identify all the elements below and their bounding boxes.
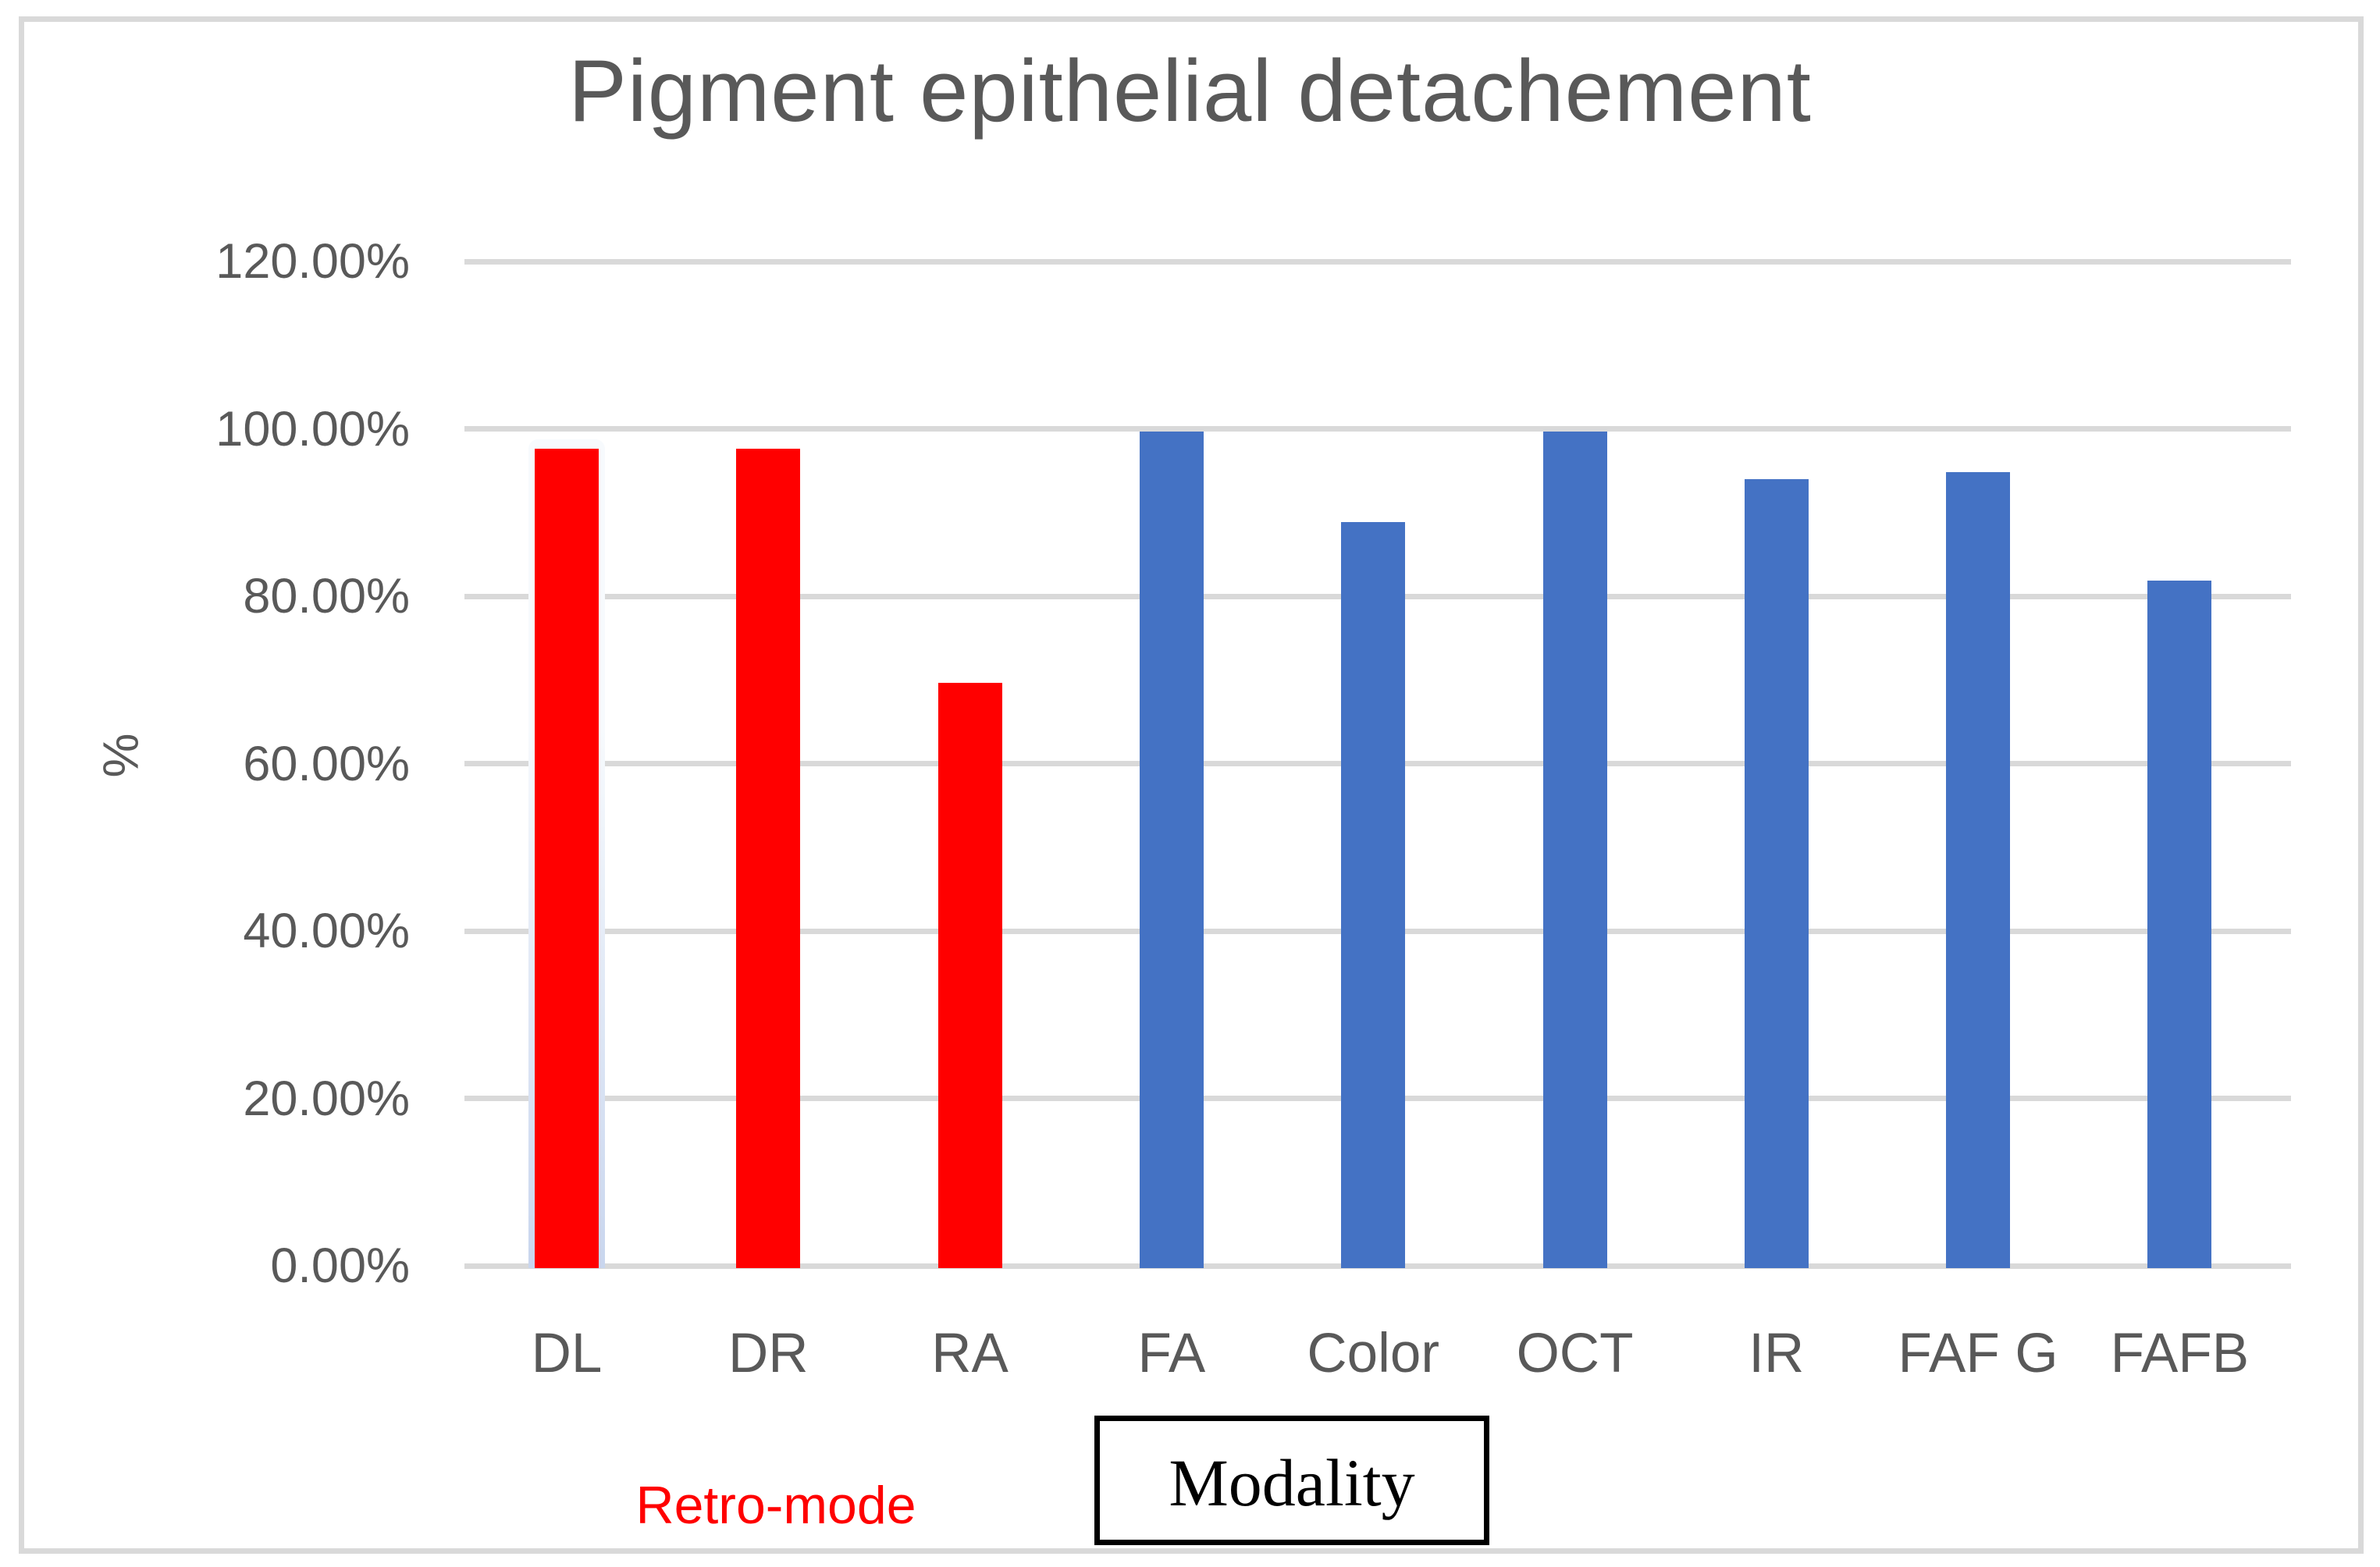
modality-box: Modality (1094, 1416, 1489, 1545)
x-tick-label-FAFB: FAFB (2110, 1323, 2250, 1384)
bar-DR (736, 449, 801, 1268)
x-tick-label-FAF G: FAF G (1898, 1323, 2058, 1384)
y-tick-label-60: 60.00% (243, 736, 410, 791)
x-tick-label-Color: Color (1307, 1323, 1440, 1384)
y-tick-label-0: 0.00% (270, 1238, 410, 1293)
y-tick-label-20: 20.00% (243, 1071, 410, 1126)
plot-area (464, 258, 2291, 1269)
bar-IR (1744, 478, 1809, 1268)
bar-DL (535, 449, 599, 1268)
x-tick-label-DR: DR (728, 1323, 809, 1384)
retro-mode-annotation: Retro-mode (635, 1476, 916, 1535)
x-tick-label-FA: FA (1137, 1323, 1206, 1384)
x-tick-label-IR: IR (1749, 1323, 1805, 1384)
modality-label: Modality (1169, 1445, 1415, 1520)
gridline-120 (464, 258, 2291, 265)
bar-Color (1341, 522, 1406, 1268)
y-tick-label-80: 80.00% (243, 569, 410, 624)
chart-title: Pigment epithelial detachement (568, 42, 1812, 140)
gridline-100 (464, 426, 2291, 432)
x-tick-label-OCT: OCT (1516, 1323, 1634, 1384)
bar-FAFB (2147, 581, 2212, 1268)
y-tick-label-120: 120.00% (215, 234, 410, 289)
bar-RA (937, 683, 1002, 1268)
y-tick-label-100: 100.00% (215, 401, 410, 457)
bar-FA (1139, 431, 1204, 1268)
bar-OCT (1542, 431, 1607, 1268)
bar-FAF G (1946, 472, 2011, 1268)
x-tick-label-RA: RA (931, 1323, 1009, 1384)
x-tick-label-DL: DL (531, 1323, 603, 1384)
y-tick-label-40: 40.00% (243, 904, 410, 958)
